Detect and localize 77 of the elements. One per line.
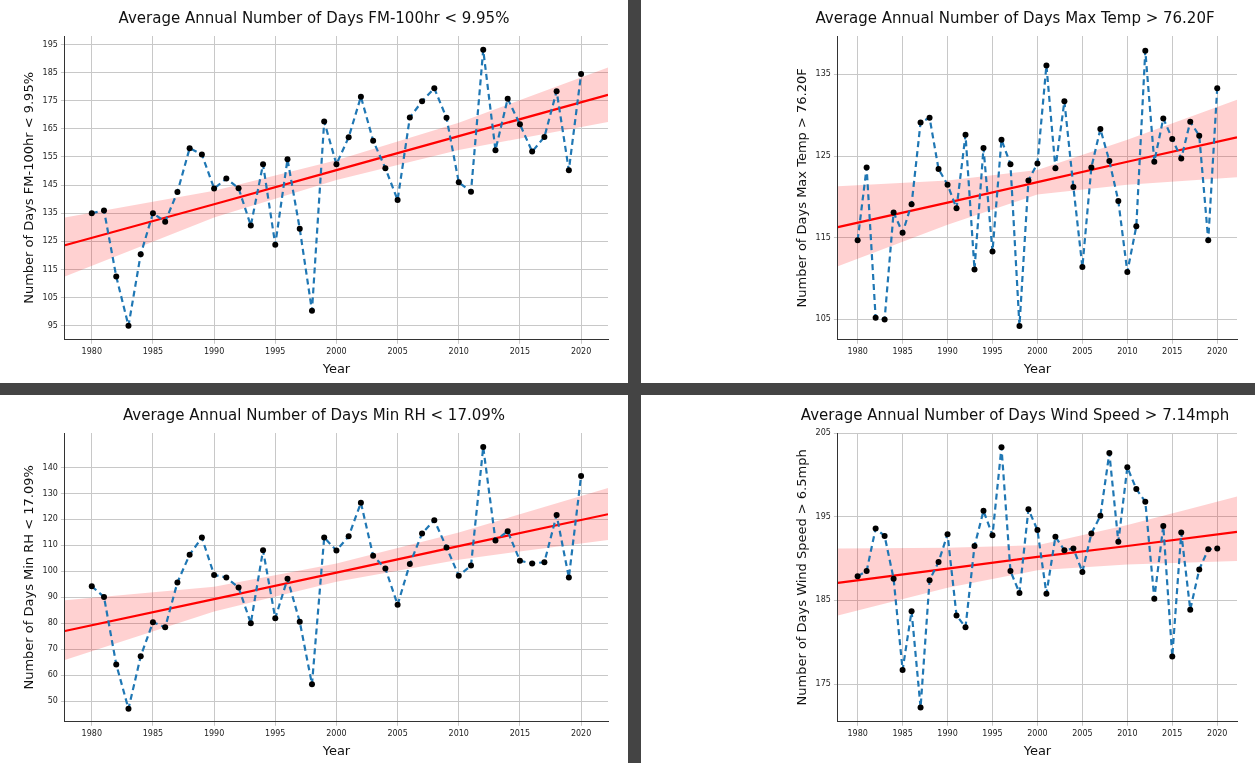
chart-title: Average Annual Number of Days FM-100hr < 9.95% [118,8,510,27]
x-tick-label: 1980 [81,346,102,356]
x-tick-label: 1980 [847,346,868,356]
y-tick-label: 175 [815,679,831,689]
x-tick-label: 1985 [142,728,164,738]
x-tick-label: 2015 [509,346,531,356]
x-tick-label: 2005 [1072,346,1093,356]
x-tick-label: 2015 [509,728,531,738]
chart-title: Average Annual Number of Days Wind Speed > 7.14mph [800,405,1230,424]
y-tick-label: 105 [42,292,58,302]
y-tick-label: 185 [42,67,58,77]
x-tick-label: 1990 [203,346,225,356]
x-axis-title: Year [321,742,351,758]
chart-title: Average Annual Number of Days Min RH < 17.09% [122,405,506,424]
x-tick-label: 2005 [387,346,408,356]
x-tick-label: 1980 [81,728,102,738]
y-tick-label: 80 [47,618,58,628]
x-tick-label: 1990 [937,728,958,738]
y-tick-label: 70 [47,644,58,654]
y-tick-label: 115 [815,232,831,242]
y-tick-label: 195 [42,39,58,49]
x-tick-label: 2010 [1117,346,1138,356]
x-axis-title: Year [1022,360,1052,376]
x-tick-label: 2020 [1207,346,1228,356]
y-tick-label: 140 [42,462,58,472]
x-tick-label: 2010 [1117,728,1138,738]
y-tick-label: 125 [815,151,831,161]
y-axis-title: Number of Days FM-100hr < 9.95% [21,71,37,304]
y-axis-title: Number of Days Min RH < 17.09% [21,465,37,690]
y-axis-title: Number of Days Wind Speed > 6.5mph [794,449,810,706]
y-tick-label: 130 [42,488,58,498]
y-tick-label: 100 [42,566,58,576]
x-tick-label: 2000 [326,728,347,738]
y-tick-label: 165 [42,123,58,133]
x-tick-label: 1985 [142,346,164,356]
x-tick-label: 1995 [982,346,1003,356]
y-tick-label: 125 [42,236,58,246]
x-tick-label: 2005 [387,728,408,738]
y-tick-label: 195 [815,511,831,521]
chart-title: Average Annual Number of Days Max Temp > 76.20F [815,8,1215,27]
x-tick-label: 1995 [982,728,1003,738]
y-tick-label: 110 [42,540,58,550]
x-tick-label: 2020 [570,728,592,738]
x-tick-label: 1985 [892,728,913,738]
x-tick-label: 1985 [892,346,913,356]
y-tick-label: 185 [815,595,831,605]
y-tick-label: 90 [47,592,58,602]
x-tick-label: 2020 [1207,728,1228,738]
y-tick-label: 175 [42,95,58,105]
y-tick-label: 60 [47,670,58,680]
y-tick-label: 205 [815,428,831,438]
x-tick-label: 2015 [1162,728,1183,738]
x-tick-label: 1995 [265,728,286,738]
y-tick-label: 155 [42,152,58,162]
x-tick-label: 2020 [570,346,592,356]
y-tick-label: 95 [47,320,58,330]
x-tick-label: 1990 [203,728,225,738]
y-tick-label: 135 [42,208,58,218]
x-tick-label: 2000 [1027,728,1048,738]
x-tick-label: 2010 [448,728,469,738]
y-tick-label: 145 [42,180,58,190]
x-tick-label: 1990 [937,346,958,356]
x-tick-label: 1995 [265,346,286,356]
x-tick-label: 2010 [448,346,469,356]
x-axis-title: Year [1022,742,1052,758]
y-tick-label: 50 [47,696,58,706]
x-tick-label: 2000 [1027,346,1048,356]
y-axis-title: Number of Days Max Temp > 76.20F [794,68,810,308]
x-tick-label: 2005 [1072,728,1093,738]
x-tick-label: 2015 [1162,346,1183,356]
y-tick-label: 135 [815,69,831,79]
x-tick-label: 1980 [847,728,868,738]
y-tick-label: 105 [815,314,831,324]
x-tick-label: 2000 [326,346,347,356]
y-tick-label: 115 [42,264,58,274]
x-axis-title: Year [321,360,351,376]
y-tick-label: 120 [42,514,58,524]
